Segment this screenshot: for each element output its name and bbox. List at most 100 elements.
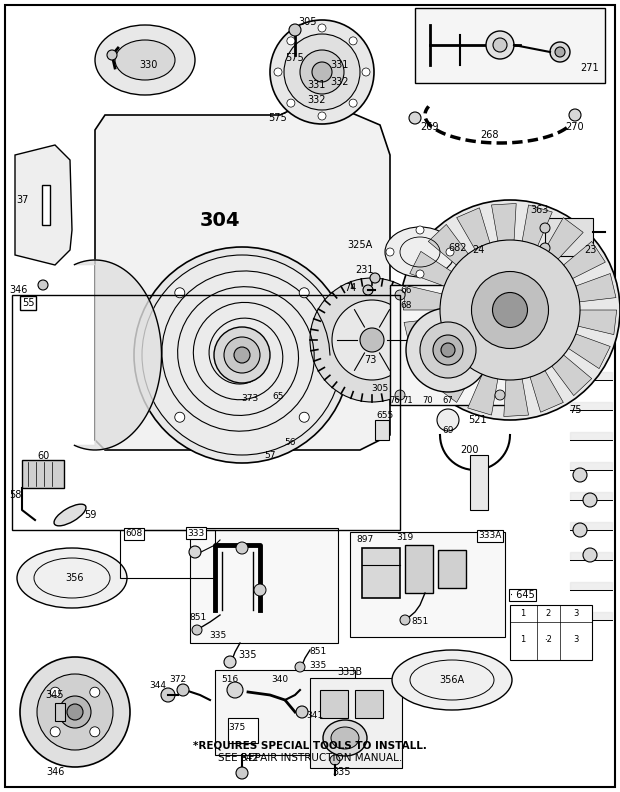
Text: 372: 372 — [169, 676, 187, 684]
Polygon shape — [570, 432, 612, 440]
Text: 305: 305 — [371, 383, 389, 393]
Ellipse shape — [310, 278, 434, 402]
Text: 37: 37 — [16, 195, 28, 205]
Text: *REQUIRES SPECIAL TOOLS TO INSTALL.: *REQUIRES SPECIAL TOOLS TO INSTALL. — [193, 740, 427, 750]
Text: 346: 346 — [9, 285, 27, 295]
Text: ⋅ 645: ⋅ 645 — [510, 590, 534, 600]
Ellipse shape — [107, 50, 117, 60]
Polygon shape — [570, 522, 612, 530]
Bar — [362, 548, 400, 598]
Text: 851: 851 — [412, 618, 428, 626]
Ellipse shape — [349, 99, 357, 107]
Polygon shape — [570, 582, 612, 590]
Ellipse shape — [495, 390, 505, 400]
Ellipse shape — [360, 328, 384, 352]
Text: 325A: 325A — [347, 240, 373, 250]
Ellipse shape — [17, 548, 127, 608]
Text: 851: 851 — [309, 648, 327, 657]
Ellipse shape — [400, 615, 410, 625]
Polygon shape — [436, 361, 475, 402]
Text: 341: 341 — [306, 710, 324, 719]
Ellipse shape — [400, 200, 620, 420]
Ellipse shape — [318, 112, 326, 120]
Text: 345: 345 — [46, 690, 64, 700]
Ellipse shape — [392, 650, 512, 710]
Text: 55: 55 — [22, 298, 34, 308]
Ellipse shape — [177, 684, 189, 696]
Ellipse shape — [331, 727, 359, 749]
Text: 375: 375 — [228, 724, 246, 733]
Bar — [12, 295, 400, 530]
Text: 69: 69 — [442, 425, 454, 435]
Text: 897: 897 — [356, 535, 374, 545]
Ellipse shape — [409, 112, 421, 124]
Ellipse shape — [332, 300, 412, 380]
Polygon shape — [578, 310, 617, 334]
Ellipse shape — [224, 337, 260, 373]
Ellipse shape — [95, 25, 195, 95]
Ellipse shape — [142, 255, 342, 455]
Text: 60: 60 — [37, 451, 49, 461]
Text: 57: 57 — [264, 451, 276, 459]
Text: 71: 71 — [402, 395, 414, 405]
Text: 655: 655 — [376, 410, 394, 420]
Ellipse shape — [192, 625, 202, 635]
Ellipse shape — [274, 68, 282, 76]
Ellipse shape — [362, 68, 370, 76]
Polygon shape — [504, 379, 528, 417]
Ellipse shape — [90, 727, 100, 737]
Ellipse shape — [471, 272, 549, 348]
Bar — [42, 185, 50, 225]
Text: 270: 270 — [565, 122, 584, 132]
Text: eReplacementParts.com: eReplacementParts.com — [200, 371, 420, 389]
Text: 346: 346 — [46, 767, 64, 777]
Bar — [355, 690, 383, 718]
Text: 333B: 333B — [337, 667, 363, 677]
Ellipse shape — [540, 243, 550, 253]
Polygon shape — [410, 251, 451, 286]
Text: 59: 59 — [84, 510, 96, 520]
Bar — [120, 530, 215, 578]
Ellipse shape — [312, 62, 332, 82]
Bar — [415, 8, 605, 83]
Text: 608: 608 — [125, 530, 143, 539]
Text: 65: 65 — [272, 391, 284, 401]
Polygon shape — [492, 204, 516, 241]
Text: 67: 67 — [443, 395, 453, 405]
Ellipse shape — [59, 696, 91, 728]
Bar — [22, 460, 64, 488]
Text: 268: 268 — [480, 130, 499, 140]
Text: SEE REPAIR INSTRUCTION MANUAL.: SEE REPAIR INSTRUCTION MANUAL. — [218, 753, 402, 763]
Bar — [470, 455, 488, 510]
Text: 305: 305 — [299, 17, 317, 27]
Bar — [545, 218, 593, 256]
Polygon shape — [403, 285, 442, 310]
Ellipse shape — [385, 227, 455, 277]
Text: 851: 851 — [189, 614, 206, 623]
Text: 1: 1 — [520, 635, 526, 645]
Ellipse shape — [395, 390, 405, 400]
Ellipse shape — [441, 343, 455, 357]
Ellipse shape — [486, 31, 514, 59]
Text: 319: 319 — [396, 534, 414, 543]
Text: 342: 342 — [241, 753, 259, 763]
Ellipse shape — [299, 287, 309, 298]
Bar — [438, 550, 466, 588]
Ellipse shape — [540, 223, 550, 233]
Bar — [310, 678, 402, 768]
Ellipse shape — [50, 687, 60, 697]
Text: 373: 373 — [241, 394, 259, 402]
Text: ⋅2: ⋅2 — [544, 635, 552, 645]
Ellipse shape — [38, 280, 48, 290]
Polygon shape — [530, 371, 564, 412]
Ellipse shape — [349, 37, 357, 45]
Text: 516: 516 — [221, 676, 239, 684]
Ellipse shape — [300, 50, 344, 94]
Text: 231: 231 — [356, 265, 374, 275]
Text: 363: 363 — [531, 205, 549, 215]
Text: 335: 335 — [210, 630, 227, 639]
Text: 23: 23 — [584, 245, 596, 255]
Text: 56: 56 — [284, 437, 296, 447]
Ellipse shape — [20, 657, 130, 767]
Ellipse shape — [386, 248, 394, 256]
